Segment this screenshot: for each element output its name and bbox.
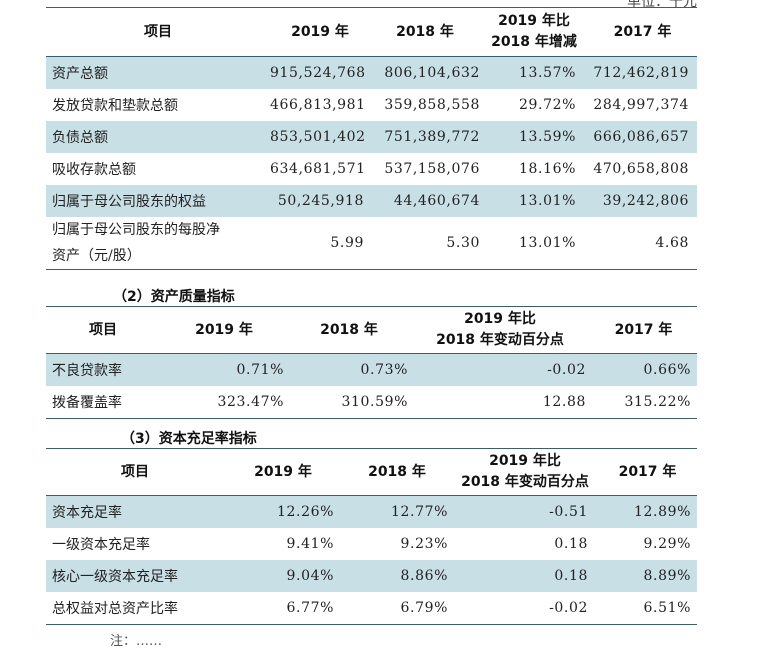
table-row: 归属于母公司股东的每股净 资产（元/股） 5.99 5.30 13.01% 4.68 (46, 217, 697, 270)
table-row: 归属于母公司股东的权益 50,245,918 44,460,674 13.01% 39,… (46, 185, 697, 217)
capital-adequacy-table: 项目 2019 年 2018 年 2019 年比 2018 年变动百分点 2017 年资本… (46, 448, 697, 625)
column-header: 2019 年比 2018 年变动百分点 (436, 311, 564, 348)
row-label: 资产总额 (52, 66, 108, 82)
table-cell: 537,158,076 (384, 161, 480, 177)
asset-quality-table: 项目 2019 年 2018 年 2019 年比 2018 年变动百分点 2017 年不良… (46, 306, 697, 419)
row-label: 负债总额 (52, 130, 108, 146)
table-cell: 39,242,806 (602, 193, 689, 209)
table-cell: 323.47% (217, 394, 284, 410)
table-cell: 8.86% (400, 568, 448, 584)
table-cell: 44,460,674 (393, 193, 480, 209)
column-header: 2019 年 (195, 321, 253, 338)
table-cell: 359,858,558 (384, 97, 480, 113)
table-cell: 6.77% (286, 600, 334, 616)
table-cell: 9.29% (643, 536, 691, 552)
table-header-row: 项目 2019 年 2018 年 2019 年比 2018 年变动百分点 2017 年 (46, 448, 697, 496)
row-label: 总权益对总资产比率 (52, 601, 178, 617)
table-cell: 9.04% (286, 568, 334, 584)
row-label: 不良贷款率 (52, 363, 122, 379)
table-cell: 12.88 (542, 394, 586, 410)
column-header: 2019 年 (254, 463, 312, 480)
table-cell: 712,462,819 (593, 65, 689, 81)
table-cell: 751,389,772 (384, 129, 480, 145)
balance-indicators-table: 项目 2019 年 2018 年 2019 年比 2018 年增减 2017 年资产总额 9… (46, 7, 697, 270)
table-cell: 915,524,768 (270, 65, 366, 81)
row-label: 归属于母公司股东的每股净 资产（元/股） (52, 222, 220, 264)
table-cell: 315.22% (624, 394, 691, 410)
table-cell: -0.02 (549, 600, 588, 616)
table-header-row: 项目 2019 年 2018 年 2019 年比 2018 年增减 2017 年 (46, 7, 697, 57)
section2-title: （2）资产质量指标 (113, 289, 235, 305)
column-header: 2018 年 (396, 23, 454, 40)
table-cell: 6.79% (400, 600, 448, 616)
table-cell: 0.71% (236, 362, 284, 378)
table-row: 吸收存款总额 634,681,571 537,158,076 18.16% 470,65… (46, 153, 697, 185)
row-label: 吸收存款总额 (52, 162, 136, 178)
table-cell: 18.16% (519, 161, 576, 177)
section3-title: （3）资本充足率指标 (121, 431, 257, 447)
table-cell: 0.18 (554, 568, 588, 584)
table-cell: -0.02 (547, 362, 586, 378)
table-row: 总权益对总资产比率 6.77% 6.79% -0.02 6.51% (46, 592, 697, 625)
table-cell: 5.99 (330, 235, 364, 251)
column-header: 2017 年 (618, 463, 677, 480)
table-cell: 5.30 (446, 235, 480, 251)
table-cell: 6.51% (643, 600, 691, 616)
column-header: 2018 年 (320, 321, 378, 338)
table-row: 负债总额 853,501,402 751,389,772 13.59% 666,086,… (46, 121, 697, 153)
table-cell: 4.68 (655, 235, 689, 251)
column-header: 2019 年比 2018 年变动百分点 (461, 453, 589, 490)
row-label: 一级资本充足率 (52, 537, 150, 553)
column-header: 2018 年 (368, 463, 426, 480)
table-cell: -0.51 (549, 504, 588, 520)
table-cell: 12.89% (634, 504, 691, 520)
table-cell: 9.23% (400, 536, 448, 552)
footnote-fragment: 注：…… (110, 634, 163, 649)
table-row: 拨备覆盖率 323.47% 310.59% 12.88 315.22% (46, 386, 697, 419)
table-row: 一级资本充足率 9.41% 9.23% 0.18 9.29% (46, 528, 697, 560)
table-cell: 0.66% (643, 362, 691, 378)
table-cell: 8.89% (643, 568, 691, 584)
table-cell: 0.73% (360, 362, 408, 378)
table-row: 核心一级资本充足率 9.04% 8.86% 0.18 8.89% (46, 560, 697, 592)
table-cell: 29.72% (519, 97, 576, 113)
table-cell: 666,086,657 (593, 129, 689, 145)
table-cell: 470,658,808 (593, 161, 689, 177)
table-cell: 12.77% (391, 504, 448, 520)
column-header: 2017 年 (613, 23, 672, 40)
table-cell: 466,813,981 (270, 97, 366, 113)
row-label: 归属于母公司股东的权益 (52, 194, 206, 210)
table-row: 资本充足率 12.26% 12.77% -0.51 12.89% (46, 496, 697, 528)
table-cell: 13.59% (519, 129, 576, 145)
row-label: 发放贷款和垫款总额 (52, 98, 178, 114)
table-cell: 13.01% (519, 193, 576, 209)
table-cell: 634,681,571 (270, 161, 366, 177)
column-header: 项目 (89, 321, 117, 338)
table-cell: 853,501,402 (270, 129, 366, 145)
row-label: 核心一级资本充足率 (52, 569, 178, 585)
unit-note: 单位：千元 (627, 0, 697, 10)
column-header: 2019 年 (291, 23, 349, 40)
table-cell: 12.26% (277, 504, 334, 520)
table-cell: 284,997,374 (593, 97, 689, 113)
column-header: 2017 年 (614, 321, 673, 338)
table-cell: 806,104,632 (384, 65, 480, 81)
column-header: 2019 年比 2018 年增减 (491, 13, 577, 50)
row-label: 拨备覆盖率 (52, 395, 122, 411)
table-cell: 13.01% (519, 235, 576, 251)
column-header: 项目 (144, 23, 172, 40)
table-row: 不良贷款率 0.71% 0.73% -0.02 0.66% (46, 354, 697, 386)
table-row: 资产总额 915,524,768 806,104,632 13.57% 712,462,… (46, 57, 697, 89)
column-header: 项目 (121, 463, 149, 480)
table-cell: 9.41% (286, 536, 334, 552)
row-label: 资本充足率 (52, 505, 122, 521)
table-cell: 13.57% (519, 65, 576, 81)
table-cell: 50,245,918 (277, 193, 364, 209)
table-cell: 0.18 (554, 536, 588, 552)
table-row: 发放贷款和垫款总额 466,813,981 359,858,558 29.72% 284… (46, 89, 697, 121)
table-header-row: 项目 2019 年 2018 年 2019 年比 2018 年变动百分点 2017 年 (46, 306, 697, 354)
table-cell: 310.59% (341, 394, 408, 410)
